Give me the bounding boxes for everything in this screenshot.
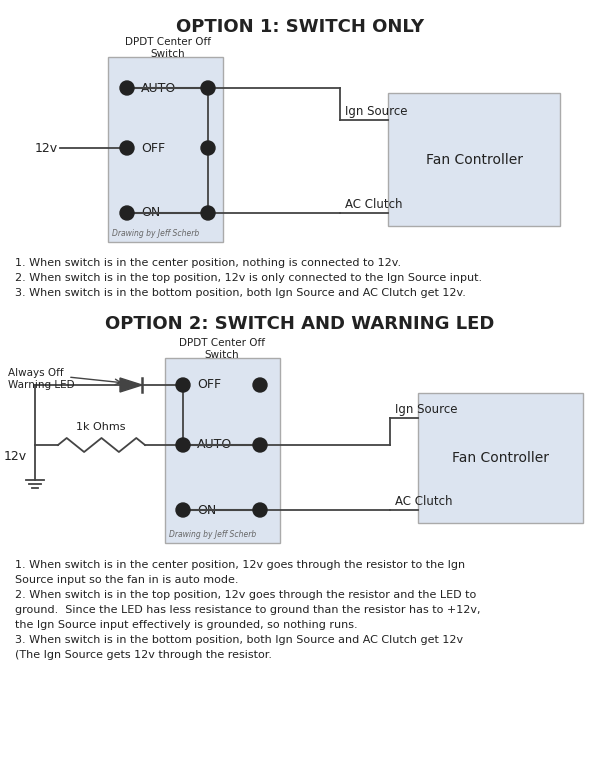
Text: ON: ON — [141, 206, 160, 220]
Text: Fan Controller: Fan Controller — [452, 451, 549, 465]
Text: Ign Source: Ign Source — [345, 105, 407, 118]
Text: OPTION 1: SWITCH ONLY: OPTION 1: SWITCH ONLY — [176, 18, 424, 36]
Circle shape — [176, 503, 190, 517]
Text: 2. When switch is in the top position, 12v goes through the resistor and the LED: 2. When switch is in the top position, 1… — [15, 590, 476, 600]
Circle shape — [176, 378, 190, 392]
Text: AUTO: AUTO — [197, 439, 232, 451]
Text: Ign Source: Ign Source — [395, 403, 458, 416]
Circle shape — [253, 378, 267, 392]
Text: Fan Controller: Fan Controller — [425, 152, 523, 167]
Circle shape — [201, 206, 215, 220]
Circle shape — [253, 503, 267, 517]
Bar — [165, 358, 280, 543]
Text: OFF: OFF — [197, 378, 221, 392]
Text: Switch: Switch — [205, 350, 239, 360]
Text: OPTION 2: SWITCH AND WARNING LED: OPTION 2: SWITCH AND WARNING LED — [106, 315, 494, 333]
Text: 3. When switch is in the bottom position, both Ign Source and AC Clutch get 12v: 3. When switch is in the bottom position… — [15, 635, 463, 645]
Text: 3. When switch is in the bottom position, both Ign Source and AC Clutch get 12v.: 3. When switch is in the bottom position… — [15, 288, 466, 298]
Bar — [418, 393, 583, 523]
Text: AC Clutch: AC Clutch — [345, 198, 403, 211]
Circle shape — [120, 141, 134, 155]
Circle shape — [120, 206, 134, 220]
Text: ground.  Since the LED has less resistance to ground than the resistor has to +1: ground. Since the LED has less resistanc… — [15, 605, 481, 615]
Text: DPDT Center Off: DPDT Center Off — [179, 338, 265, 348]
Text: 1k Ohms: 1k Ohms — [76, 422, 126, 432]
Text: Drawing by Jeff Scherb: Drawing by Jeff Scherb — [112, 229, 199, 238]
Bar — [108, 57, 223, 242]
Text: Switch: Switch — [151, 49, 185, 59]
Circle shape — [253, 438, 267, 452]
Text: 12v: 12v — [35, 142, 58, 155]
Bar — [388, 93, 560, 226]
Text: 2. When switch is in the top position, 12v is only connected to the Ign Source i: 2. When switch is in the top position, 1… — [15, 273, 482, 283]
Circle shape — [176, 438, 190, 452]
Text: (The Ign Source gets 12v through the resistor.: (The Ign Source gets 12v through the res… — [15, 650, 272, 660]
Text: Drawing by Jeff Scherb: Drawing by Jeff Scherb — [169, 530, 256, 539]
Text: 12v: 12v — [4, 450, 27, 463]
Text: AC Clutch: AC Clutch — [395, 495, 452, 508]
Text: ON: ON — [197, 504, 216, 516]
Text: Always Off
Warning LED: Always Off Warning LED — [8, 368, 74, 389]
Polygon shape — [120, 378, 142, 392]
Text: Source input so the fan in is auto mode.: Source input so the fan in is auto mode. — [15, 575, 239, 585]
Text: DPDT Center Off: DPDT Center Off — [125, 37, 211, 47]
Text: 1. When switch is in the center position, nothing is connected to 12v.: 1. When switch is in the center position… — [15, 258, 401, 268]
Text: AUTO: AUTO — [141, 81, 176, 95]
Circle shape — [201, 81, 215, 95]
Text: 1. When switch is in the center position, 12v goes through the resistor to the I: 1. When switch is in the center position… — [15, 560, 465, 570]
Circle shape — [201, 141, 215, 155]
Circle shape — [120, 81, 134, 95]
Text: the Ign Source input effectively is grounded, so nothing runs.: the Ign Source input effectively is grou… — [15, 620, 358, 630]
Text: OFF: OFF — [141, 142, 165, 155]
